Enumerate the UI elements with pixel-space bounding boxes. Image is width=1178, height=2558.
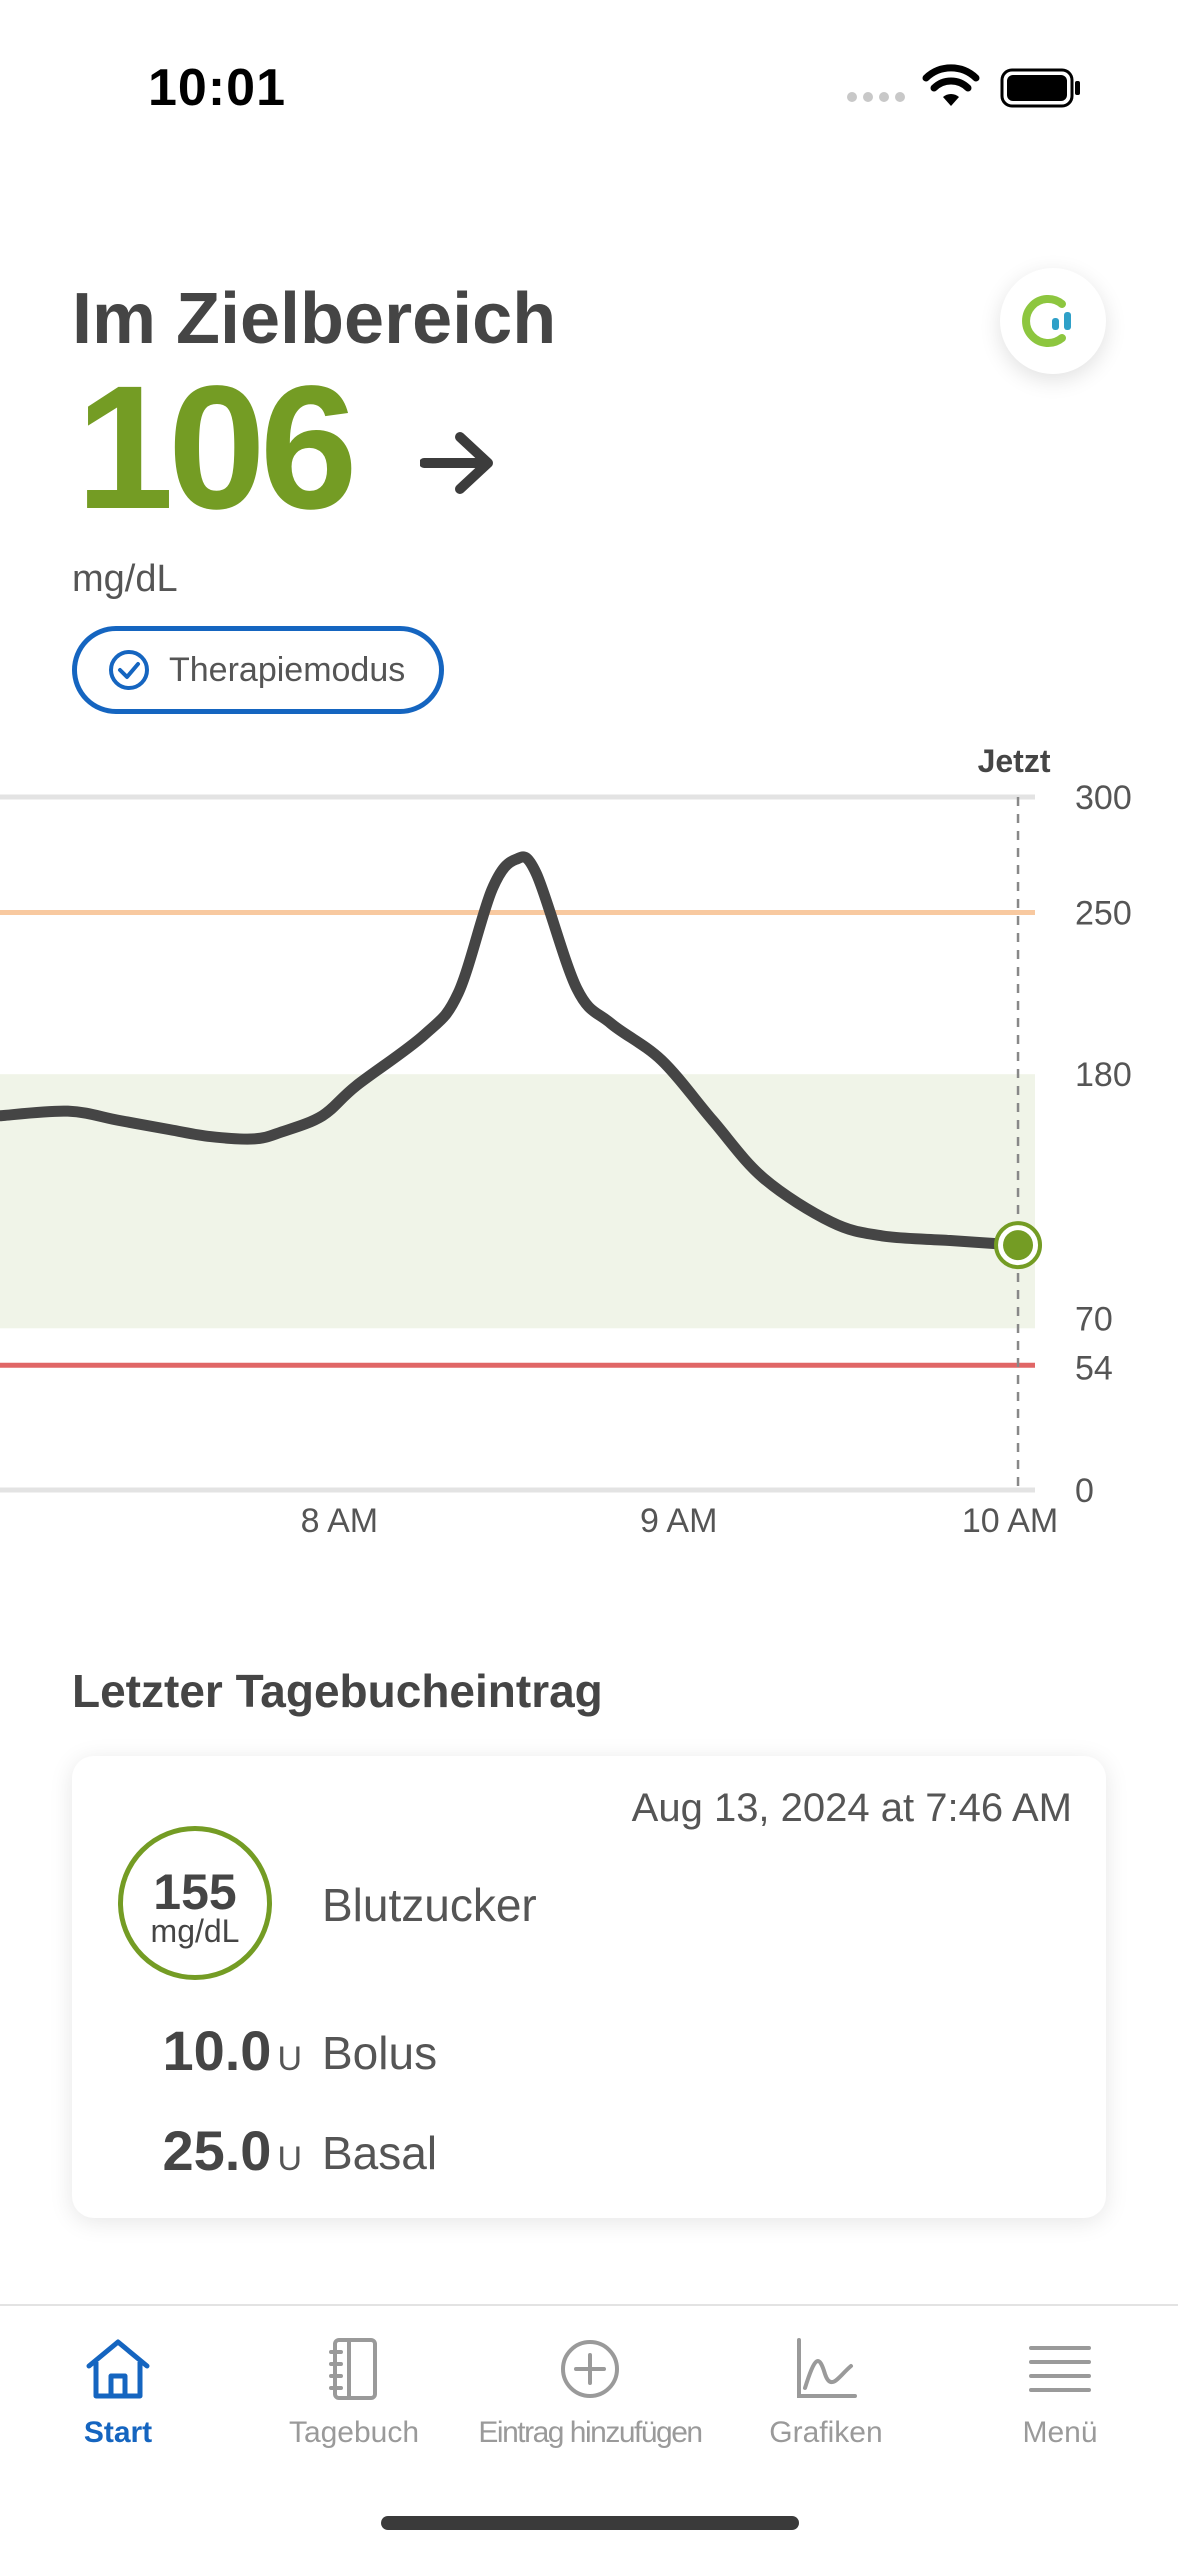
glucose-chart[interactable]: Jetzt 300 250 180 70 54 0 8 AM 9 AM 10 AM xyxy=(0,740,1178,1560)
bolus-label: Bolus xyxy=(322,2027,438,2079)
y-tick-label: 250 xyxy=(1075,895,1132,933)
now-label: Jetzt xyxy=(978,743,1051,779)
blood-glucose-value: 155 xyxy=(153,1864,237,1920)
basal-unit: U xyxy=(277,2140,302,2178)
sensor-logo-button[interactable] xyxy=(1000,268,1106,374)
battery-icon xyxy=(1000,68,1080,108)
menu-icon xyxy=(1029,2346,1091,2392)
status-time: 10:01 xyxy=(148,59,286,117)
sensor-logo-icon xyxy=(1022,295,1071,347)
glucose-status-title: Im Zielbereich xyxy=(72,279,557,359)
tab-tagebuch[interactable]: Tagebuch xyxy=(236,2336,472,2450)
tab-start[interactable]: Start xyxy=(0,2336,236,2450)
tab-label: Start xyxy=(83,2416,153,2449)
y-tick-label: 180 xyxy=(1075,1056,1132,1094)
current-glucose-point[interactable] xyxy=(994,1221,1043,1270)
tab-grafiken[interactable]: Grafiken xyxy=(708,2336,944,2450)
y-tick-label: 0 xyxy=(1075,1472,1094,1510)
x-tick-label: 9 AM xyxy=(640,1502,717,1540)
current-point-dot xyxy=(1003,1230,1034,1261)
therapy-mode-badge[interactable]: Therapiemodus xyxy=(72,626,444,714)
home-indicator xyxy=(381,2516,799,2530)
blood-glucose-unit: mg/dL xyxy=(150,1913,240,1949)
home-icon xyxy=(86,2339,150,2399)
tab-label: Menü xyxy=(1022,2416,1098,2449)
basal-value: 25.0 xyxy=(162,2119,272,2182)
blood-glucose-label: Blutzucker xyxy=(322,1879,537,1931)
y-tick-label: 70 xyxy=(1075,1300,1113,1338)
diary-entry-date: Aug 13, 2024 at 7:46 AM xyxy=(631,1786,1072,1830)
bottom-tab-bar: Start Tagebuch Eintrag hinzufügen Grafik… xyxy=(0,2304,1178,2558)
last-diary-entry-card[interactable]: Aug 13, 2024 at 7:46 AM 155 mg/dL Blutzu… xyxy=(72,1756,1106,2218)
y-tick-label: 54 xyxy=(1075,1349,1113,1387)
check-circle-icon xyxy=(109,650,149,690)
therapy-mode-label: Therapiemodus xyxy=(169,650,406,689)
x-tick-label: 10 AM xyxy=(962,1502,1058,1540)
arrow-right-icon xyxy=(420,432,493,494)
basal-amount: 25.0 U xyxy=(132,2118,302,2183)
bolus-value: 10.0 xyxy=(162,2019,272,2082)
glucose-series-line xyxy=(0,851,1024,1251)
cellular-signal-icon xyxy=(847,92,905,102)
glucose-unit: mg/dL xyxy=(72,558,178,600)
tab-label: Eintrag hinzufügen xyxy=(478,2416,703,2449)
chart-icon xyxy=(797,2338,857,2398)
diary-section-heading: Letzter Tagebucheintrag xyxy=(72,1665,603,1717)
blood-glucose-ring: 155 mg/dL xyxy=(118,1826,272,1980)
target-range-band xyxy=(0,1074,1035,1329)
plus-circle-icon xyxy=(561,2340,619,2398)
wifi-icon xyxy=(922,64,980,106)
tab-add-entry[interactable]: Eintrag hinzufügen xyxy=(472,2336,708,2450)
tab-label: Grafiken xyxy=(769,2416,883,2449)
x-tick-label: 8 AM xyxy=(301,1502,378,1540)
y-tick-label: 300 xyxy=(1075,779,1132,817)
notebook-icon xyxy=(329,2338,377,2400)
bolus-unit: U xyxy=(277,2040,302,2078)
current-glucose-value: 106 xyxy=(76,350,358,546)
tab-menu[interactable]: Menü xyxy=(942,2336,1178,2450)
tab-label: Tagebuch xyxy=(288,2416,420,2449)
bolus-amount: 10.0 U xyxy=(132,2018,302,2083)
basal-label: Basal xyxy=(322,2127,438,2179)
